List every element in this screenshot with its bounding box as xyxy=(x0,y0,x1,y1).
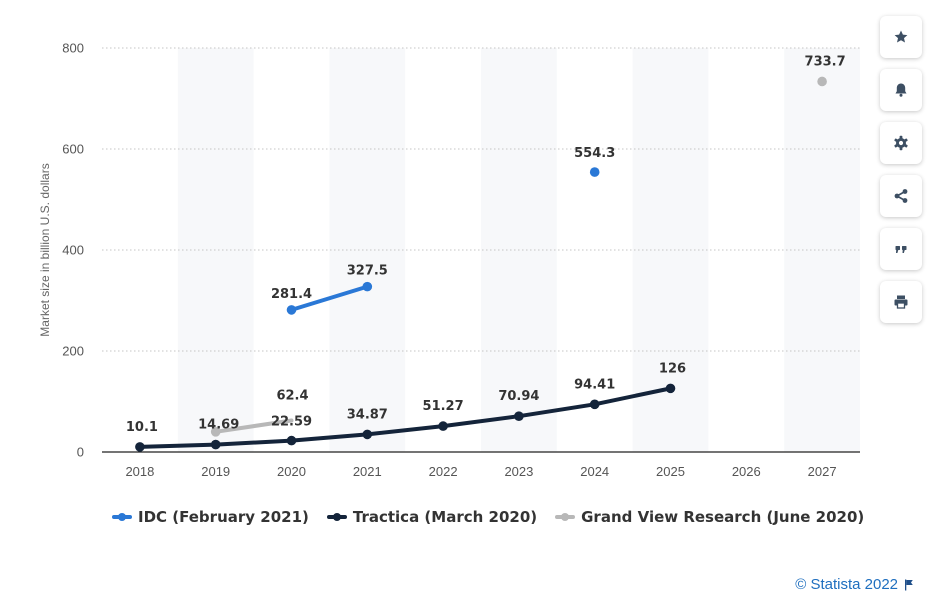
x-tick-label: 2023 xyxy=(504,464,533,479)
data-label: 554.3 xyxy=(574,146,615,161)
star-button[interactable] xyxy=(880,16,922,58)
legend-label: IDC (February 2021) xyxy=(138,508,309,526)
data-label: 14.69 xyxy=(198,418,239,433)
y-tick-label: 600 xyxy=(62,142,84,157)
legend-item-grand-view-research-june-2020[interactable]: Grand View Research (June 2020) xyxy=(555,508,864,526)
x-tick-label: 2018 xyxy=(125,464,154,479)
series-line-tractica-march-2020 xyxy=(213,438,294,447)
gear-icon xyxy=(894,135,908,151)
series-line-tractica-march-2020 xyxy=(516,402,597,419)
statista-credit[interactable]: © Statista 2022 xyxy=(795,576,914,593)
toolbar xyxy=(880,16,922,323)
data-point-tractica-march-2020[interactable] xyxy=(135,442,145,452)
data-label: 22.59 xyxy=(271,415,312,430)
y-axis-label: Market size in billion U.S. dollars xyxy=(38,163,52,336)
data-label: 94.41 xyxy=(574,377,615,392)
chart: 0 200 400 600 800 2018 2019 2020 2021 2022 2023 20… xyxy=(38,41,860,479)
print-button[interactable] xyxy=(880,281,922,323)
legend-symbol xyxy=(555,512,576,522)
data-point-idc-february-2021[interactable] xyxy=(286,305,297,315)
cite-button[interactable] xyxy=(880,228,922,270)
credit-text[interactable]: © Statista 2022 xyxy=(795,576,898,593)
data-point-tractica-march-2020[interactable] xyxy=(514,411,524,421)
series-line-tractica-march-2020 xyxy=(441,414,521,429)
data-label: 62.4 xyxy=(276,388,308,403)
data-label: 10.1 xyxy=(126,420,158,435)
data-point-idc-february-2021[interactable] xyxy=(362,281,373,292)
x-tick-label: 2019 xyxy=(201,464,230,479)
legend-item-tractica-march-2020[interactable]: Tractica (March 2020) xyxy=(326,508,538,526)
settings-button[interactable] xyxy=(880,122,922,164)
data-label: 34.87 xyxy=(347,407,388,422)
quote-icon xyxy=(895,246,907,253)
y-tick-label: 400 xyxy=(62,243,84,258)
data-point-tractica-march-2020[interactable] xyxy=(438,421,448,431)
series-line-tractica-march-2020 xyxy=(365,424,446,437)
y-tick-label: 800 xyxy=(62,41,84,56)
series-line-tractica-march-2020 xyxy=(592,386,673,407)
data-label: 70.94 xyxy=(498,389,539,404)
share-icon xyxy=(894,189,908,203)
x-tick-label: 2024 xyxy=(580,464,609,479)
legend-label: Tractica (March 2020) xyxy=(352,508,538,526)
data-point-grand-view-research-june-2020[interactable] xyxy=(817,76,827,87)
x-tick-label: 2026 xyxy=(732,464,761,479)
data-label: 327.5 xyxy=(347,264,388,279)
data-point-grand-view-research-june-2020[interactable] xyxy=(210,427,221,437)
series-line-idc-february-2021 xyxy=(289,284,370,312)
notification-button[interactable] xyxy=(880,69,922,111)
data-label: 126 xyxy=(659,361,686,376)
flag-icon xyxy=(905,579,913,590)
legend-item-idc-february-2021[interactable]: IDC (February 2021) xyxy=(112,508,309,526)
share-button[interactable] xyxy=(880,175,922,217)
data-point-tractica-march-2020[interactable] xyxy=(665,383,676,394)
series-line-grand-view-research-june-2020 xyxy=(213,418,294,434)
series-line-tractica-march-2020 xyxy=(137,442,218,449)
star-icon xyxy=(894,30,908,43)
data-point-idc-february-2021[interactable] xyxy=(589,167,600,177)
x-tick-label: 2021 xyxy=(353,464,382,479)
data-label: 281.4 xyxy=(271,287,312,302)
legend-label: Grand View Research (June 2020) xyxy=(581,508,865,526)
series-line-tractica-march-2020 xyxy=(289,432,370,443)
data-point-tractica-march-2020[interactable] xyxy=(286,435,297,446)
legend-symbol xyxy=(326,512,347,522)
legend: IDC (February 2021) Tractica (March 2020)… xyxy=(112,508,864,526)
x-tick-label: 2027 xyxy=(808,464,837,479)
bell-icon xyxy=(895,83,907,97)
legend-symbol xyxy=(112,512,132,522)
data-point-tractica-march-2020[interactable] xyxy=(210,439,221,450)
x-tick-label: 2020 xyxy=(277,464,306,479)
y-tick-label: 200 xyxy=(62,344,84,359)
x-tick-label: 2025 xyxy=(656,464,685,479)
x-tick-label: 2022 xyxy=(429,464,458,479)
data-label: 51.27 xyxy=(423,399,464,414)
data-point-tractica-march-2020[interactable] xyxy=(589,399,600,410)
data-point-tractica-march-2020[interactable] xyxy=(362,429,373,440)
data-label: 733.7 xyxy=(805,54,846,69)
print-icon xyxy=(894,295,908,309)
y-tick-label: 0 xyxy=(77,445,84,460)
